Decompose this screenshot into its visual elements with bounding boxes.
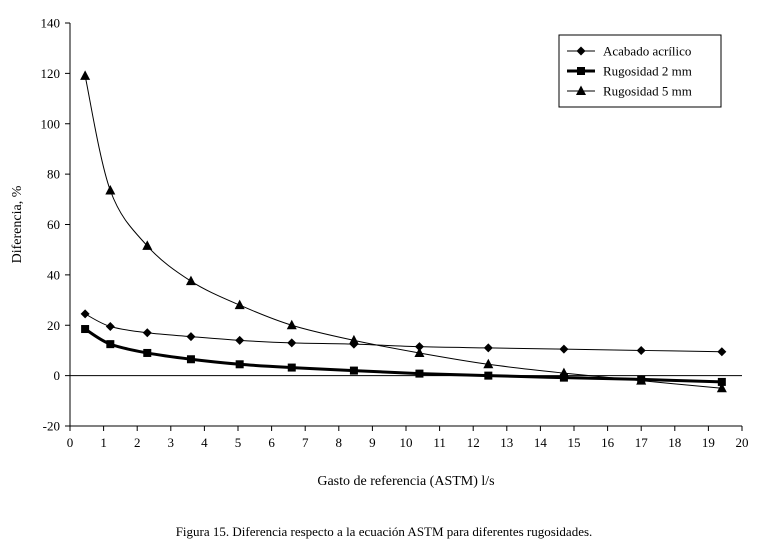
- x-tick-label: 0: [67, 435, 74, 450]
- data-point-triangle: [414, 347, 425, 357]
- x-tick-label: 19: [702, 435, 715, 450]
- legend: Acabado acrílico Rugosidad 2 mm Rugosidad …: [558, 34, 722, 108]
- y-tick-label: 100: [41, 116, 61, 131]
- x-tick-label: 15: [568, 435, 581, 450]
- data-point-diamond: [559, 344, 569, 354]
- y-tick-label: 140: [41, 16, 61, 31]
- data-point-diamond: [576, 46, 586, 56]
- data-point-triangle: [286, 319, 297, 330]
- x-tick-label: 17: [635, 435, 649, 450]
- data-point-square: [106, 340, 115, 349]
- series-2: [81, 325, 726, 386]
- x-tick-label: 14: [534, 435, 548, 450]
- data-point-diamond: [636, 345, 646, 355]
- y-axis-title: Diferencia, %: [10, 185, 25, 263]
- data-point-square: [484, 371, 493, 380]
- data-point-square: [349, 366, 358, 375]
- x-tick-label: 5: [235, 435, 242, 450]
- x-tick-label: 16: [601, 435, 615, 450]
- axes: [65, 22, 743, 431]
- x-tick-label: 3: [168, 435, 175, 450]
- data-point-square: [287, 363, 296, 372]
- data-point-diamond: [483, 343, 493, 353]
- data-point-diamond: [717, 347, 727, 357]
- legend-item: Rugosidad 2 mm: [567, 64, 692, 79]
- x-tick-label: 13: [500, 435, 513, 450]
- x-tick-label: 20: [736, 435, 749, 450]
- data-point-diamond: [105, 322, 115, 332]
- y-tick-label: -20: [43, 419, 60, 434]
- data-point-triangle: [716, 382, 727, 393]
- figure-caption: Figura 15. Diferencia respecto a la ecua…: [175, 524, 593, 539]
- legend-label: Rugosidad 2 mm: [603, 64, 692, 79]
- data-point-triangle: [185, 275, 196, 286]
- data-point-triangle: [558, 367, 569, 378]
- data-point-square: [415, 369, 424, 378]
- x-tick-label: 9: [369, 435, 376, 450]
- data-point-square: [577, 67, 585, 75]
- legend-item: Acabado acrílico: [567, 44, 691, 59]
- data-point-square: [143, 348, 152, 357]
- series-line: [84, 313, 722, 353]
- legend-label: Acabado acrílico: [603, 44, 691, 59]
- y-tick-label: 40: [47, 267, 60, 282]
- x-tick-label: 18: [668, 435, 681, 450]
- x-tick-label: 8: [336, 435, 343, 450]
- data-point-triangle: [80, 70, 91, 80]
- series-line: [84, 75, 722, 389]
- data-point-square: [235, 360, 244, 369]
- x-tick-label: 11: [433, 435, 446, 450]
- x-tick-label: 12: [467, 435, 480, 450]
- data-point-diamond: [186, 332, 196, 342]
- data-point-diamond: [287, 338, 297, 348]
- x-tick-label: 6: [268, 435, 275, 450]
- data-point-triangle: [576, 85, 586, 95]
- data-point-square: [81, 325, 90, 334]
- data-point-square: [717, 377, 726, 386]
- x-tick-label: 7: [302, 435, 309, 450]
- series-1: [80, 309, 727, 357]
- data-point-triangle: [483, 358, 494, 369]
- data-point-diamond: [414, 342, 424, 352]
- legend-item: Rugosidad 5 mm: [567, 84, 692, 99]
- x-tick-label: 1: [100, 435, 107, 450]
- y-tick-label: 60: [47, 217, 60, 232]
- data-point-diamond: [235, 335, 245, 345]
- data-point-triangle: [636, 375, 647, 385]
- data-point-square: [186, 355, 195, 364]
- data-point-triangle: [142, 240, 153, 250]
- data-point-diamond: [142, 328, 152, 338]
- data-point-triangle: [105, 184, 116, 195]
- x-tick-label: 10: [400, 435, 413, 450]
- data-point-diamond: [80, 309, 90, 319]
- series-line: [84, 327, 722, 384]
- y-tick-label: 80: [47, 167, 60, 182]
- series-layer: [80, 70, 727, 393]
- x-axis-title: Gasto de referencia (ASTM) l/s: [317, 474, 494, 489]
- data-point-square: [559, 373, 568, 382]
- series-3: [80, 70, 727, 393]
- x-tick-label: 4: [201, 435, 208, 450]
- data-point-triangle: [348, 334, 359, 345]
- legend-label: Rugosidad 5 mm: [603, 84, 692, 99]
- data-point-triangle: [234, 299, 245, 310]
- y-tick-label: 20: [47, 318, 60, 333]
- x-tick-label: 2: [134, 435, 141, 450]
- y-tick-label: 0: [54, 368, 61, 383]
- y-tick-label: 120: [41, 66, 61, 81]
